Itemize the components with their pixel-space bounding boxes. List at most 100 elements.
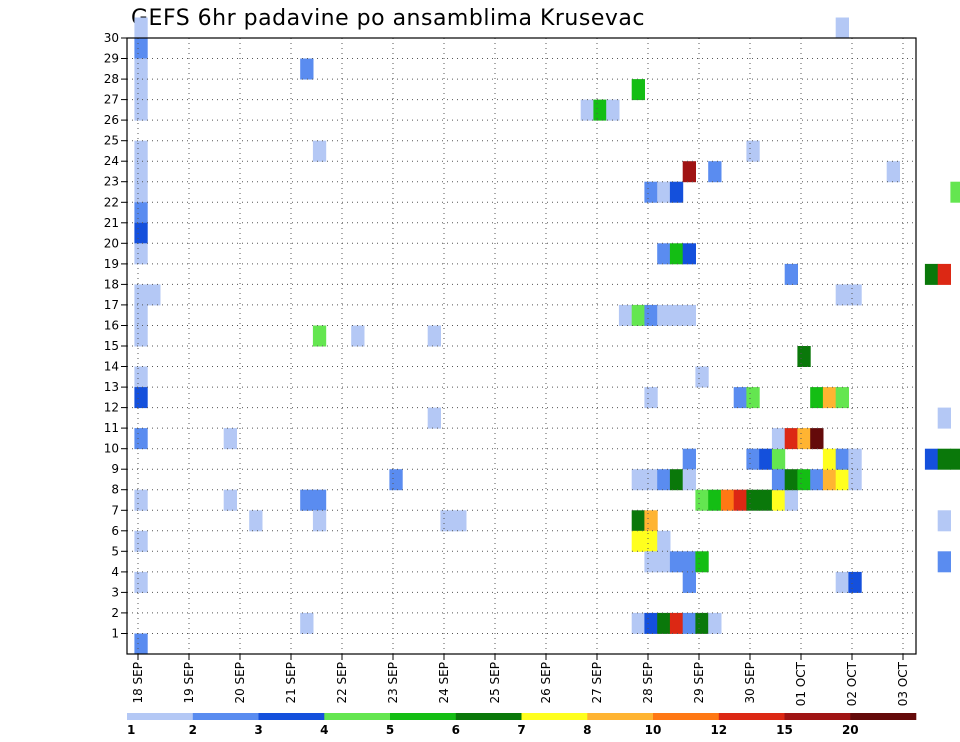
- precip-cell: [223, 489, 237, 511]
- precip-cell: [937, 407, 951, 429]
- x-tick-label: 21 SEP: [284, 662, 298, 704]
- precip-cell: [746, 489, 760, 511]
- y-tick-label: 25: [104, 134, 119, 148]
- colorbar: 1 2 3 4 5 6 7 8 10 12 15 20: [127, 713, 917, 737]
- y-tick-label: 20: [104, 236, 119, 250]
- precip-cell: [134, 38, 148, 59]
- precip-cell: [835, 284, 849, 306]
- y-tick-label: 4: [111, 565, 119, 579]
- x-tick-label: 29 SEP: [692, 662, 706, 704]
- colorbar-label: 7: [517, 723, 525, 737]
- precip-cell: [606, 99, 620, 121]
- y-tick-label: 2: [111, 606, 119, 620]
- precip-cell: [134, 99, 148, 121]
- precip-cell: [835, 17, 849, 39]
- precip-cell: [134, 428, 148, 450]
- y-tick-label: 15: [104, 339, 119, 353]
- y-tick-label: 30: [104, 31, 119, 45]
- precip-cell: [695, 489, 709, 511]
- precip-cell: [631, 79, 645, 101]
- y-tick-label: 16: [104, 319, 119, 333]
- x-axis: 18 SEP 19 SEP 20 SEP 21 SEP 22 SEP 23 SEP 24 S…: [131, 654, 910, 706]
- y-tick-label: 26: [104, 113, 119, 127]
- precip-cell: [797, 469, 811, 491]
- precip-cell: [644, 304, 658, 326]
- precip-cell: [835, 387, 849, 409]
- precip-cell: [937, 551, 951, 573]
- colorbar-swatch: [521, 713, 588, 720]
- y-tick-label: 1: [111, 627, 119, 641]
- precip-cell: [669, 304, 684, 326]
- precip-cell: [657, 243, 671, 265]
- precip-cell: [618, 304, 633, 326]
- precip-cell: [695, 612, 709, 634]
- y-tick-label: 3: [111, 585, 119, 599]
- precip-cell: [644, 612, 658, 634]
- precip-cell: [708, 489, 722, 511]
- precip-cell: [657, 530, 671, 552]
- x-tick-label: 20 SEP: [233, 662, 247, 704]
- precip-cell: [771, 489, 786, 511]
- y-tick-label: 12: [104, 401, 119, 415]
- precip-cell: [134, 17, 148, 39]
- x-tick-label: 19 SEP: [182, 662, 196, 704]
- precip-cell: [249, 510, 263, 532]
- precip-cell: [784, 489, 798, 511]
- precip-cell: [351, 325, 365, 347]
- colorbar-swatch: [258, 713, 325, 720]
- precip-cell: [682, 551, 696, 573]
- precip-cell: [708, 612, 722, 634]
- precip-cell: [134, 325, 148, 347]
- colorbar-label: 20: [842, 723, 859, 737]
- precip-cell: [427, 407, 441, 429]
- precip-cell: [733, 387, 747, 409]
- precip-cell: [657, 304, 671, 326]
- precip-cell: [810, 469, 824, 491]
- y-tick-label: 19: [104, 257, 119, 271]
- precip-cell: [134, 366, 148, 388]
- precip-cell: [822, 469, 837, 491]
- precip-cell: [312, 325, 327, 347]
- y-tick-label: 14: [104, 360, 119, 374]
- precip-cell: [644, 469, 658, 491]
- colorbar-swatch: [192, 713, 259, 720]
- precip-cell: [134, 633, 148, 655]
- colorbar-label: 1: [127, 723, 135, 737]
- precip-cell: [134, 79, 148, 101]
- precip-cell: [631, 612, 645, 634]
- precip-cell: [300, 58, 314, 80]
- precip-cell: [695, 366, 709, 388]
- y-tick-label: 21: [104, 216, 119, 230]
- precip-cell: [886, 161, 900, 183]
- precip-cell: [848, 571, 862, 593]
- x-tick-label: 28 SEP: [641, 662, 655, 704]
- precip-cell: [784, 428, 798, 450]
- precip-cell: [389, 469, 403, 491]
- y-tick-label: 11: [104, 421, 119, 435]
- x-tick-label: 23 SEP: [386, 662, 400, 704]
- colorbar-swatch: [784, 713, 851, 720]
- y-tick-label: 17: [104, 298, 119, 312]
- precip-cell: [759, 489, 773, 511]
- precip-cell: [784, 263, 798, 285]
- precip-cell: [822, 387, 837, 409]
- precip-cell: [746, 448, 760, 470]
- precip-cell: [312, 510, 327, 532]
- precip-cell: [644, 181, 658, 203]
- precip-cell: [453, 510, 467, 532]
- precip-cell: [580, 99, 594, 121]
- y-tick-label: 8: [111, 483, 119, 497]
- precip-cell: [657, 469, 671, 491]
- precip-cell: [937, 510, 951, 532]
- precip-cell: [835, 469, 849, 491]
- precip-cell: [134, 243, 148, 265]
- precip-cell: [147, 284, 161, 306]
- precip-cell: [657, 181, 671, 203]
- precip-cell: [797, 346, 811, 367]
- x-tick-label: 22 SEP: [335, 662, 349, 704]
- precip-cell: [223, 428, 237, 450]
- y-tick-label: 28: [104, 72, 119, 86]
- precip-cell: [810, 387, 824, 409]
- chart-title: GEFS 6hr padavine po ansamblima Krusevac: [131, 6, 645, 31]
- colorbar-swatch: [850, 713, 917, 720]
